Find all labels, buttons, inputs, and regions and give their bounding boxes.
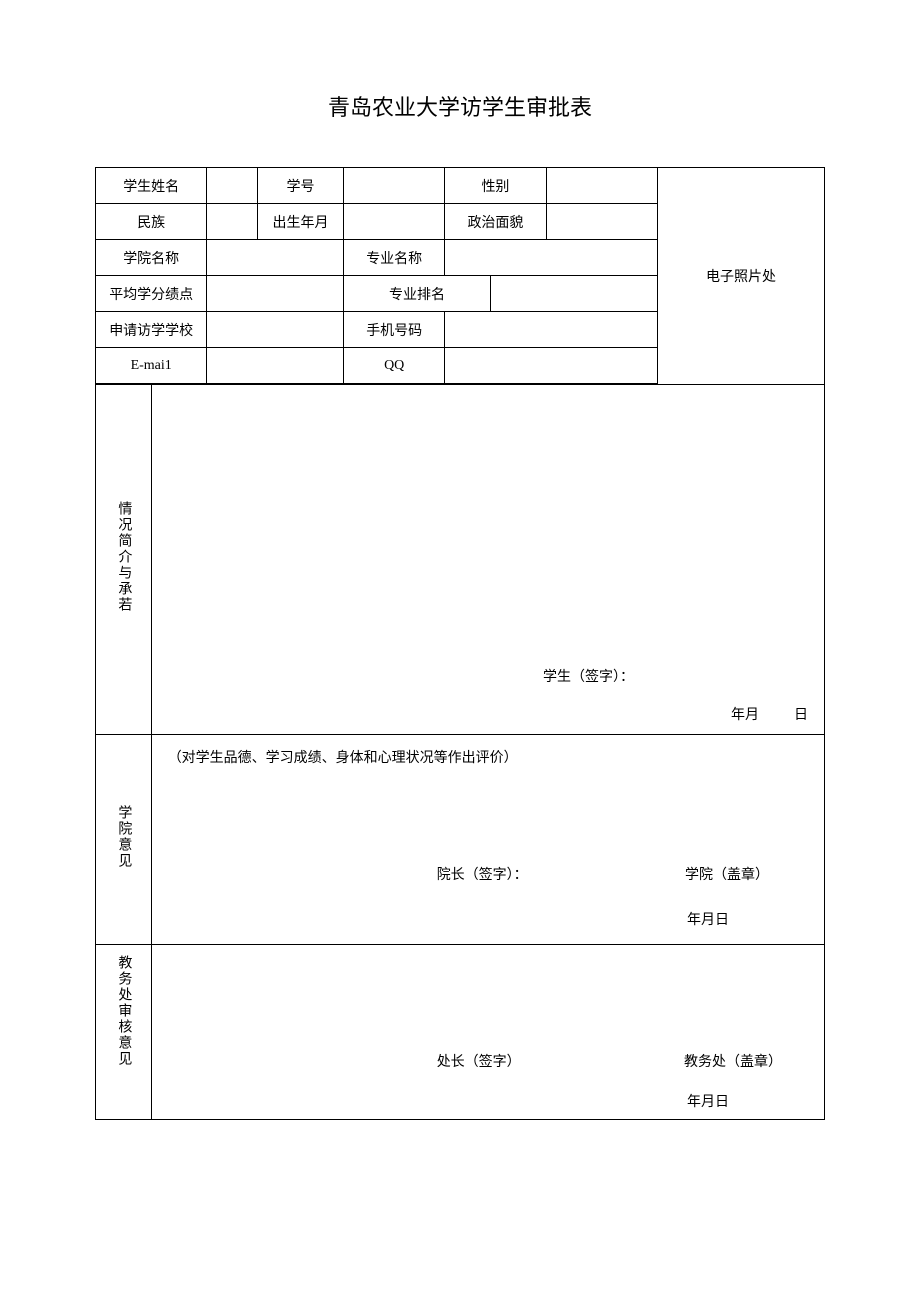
approval-form-table: 学生姓名 学号 性别 电子照片处 民族 出生年月 政治面貌 学院名称 专业名称 …: [95, 167, 825, 1120]
label-college-opinion: 学院意见: [96, 735, 152, 945]
label-major-name: 专业名称: [344, 240, 445, 276]
label-college-opinion-text: 学院意见: [113, 805, 133, 869]
value-gender: [546, 168, 657, 204]
label-intro: 情况简介与承若: [96, 385, 152, 735]
label-gender: 性别: [445, 168, 546, 204]
value-college-opinion: （对学生品德、学习成绩、身体和心理状况等作出评价） 院长（签字）： 学院（盖章）…: [151, 735, 824, 945]
label-birth-date: 出生年月: [258, 204, 344, 240]
value-student-id: [344, 168, 445, 204]
date-ymd-1: 年月 日: [731, 704, 808, 724]
value-student-name: [207, 168, 258, 204]
label-political-status: 政治面貌: [445, 204, 546, 240]
value-gpa: [207, 276, 344, 312]
label-college-name: 学院名称: [96, 240, 207, 276]
label-phone: 手机号码: [344, 312, 445, 348]
page-title: 青岛农业大学访学生审批表: [95, 90, 825, 122]
director-sign-label: 处长（签字）: [437, 1051, 521, 1071]
label-apply-school: 申请访学学校: [96, 312, 207, 348]
value-intro: 学生（签字）： 年月 日: [151, 385, 824, 735]
label-email: E-mai1: [96, 348, 207, 384]
value-phone: [445, 312, 658, 348]
value-ethnicity: [207, 204, 258, 240]
value-birth-date: [344, 204, 445, 240]
label-office-opinion: 教务处审核意见: [96, 945, 152, 1120]
value-email: [207, 348, 344, 384]
value-major-rank: [490, 276, 657, 312]
label-ethnicity: 民族: [96, 204, 207, 240]
label-student-id: 学号: [258, 168, 344, 204]
label-qq: QQ: [344, 348, 445, 384]
date-ymd-2: 年月日: [687, 909, 729, 929]
value-college-name: [207, 240, 344, 276]
photo-placeholder: 电子照片处: [657, 168, 824, 385]
label-gpa: 平均学分绩点: [96, 276, 207, 312]
value-qq: [445, 348, 658, 384]
date-ymd-3: 年月日: [687, 1091, 729, 1111]
value-apply-school: [207, 312, 344, 348]
dean-sign-label: 院长（签字）：: [437, 864, 528, 884]
college-seal-label: 学院（盖章）: [685, 864, 769, 884]
office-seal-label: 教务处（盖章）: [684, 1051, 782, 1071]
label-intro-text: 情况简介与承若: [113, 501, 133, 613]
label-major-rank: 专业排名: [344, 276, 491, 312]
value-major-name: [445, 240, 658, 276]
label-office-opinion-text: 教务处审核意见: [113, 955, 133, 1067]
value-office-opinion: 处长（签字） 教务处（盖章） 年月日: [151, 945, 824, 1120]
student-sign-label: 学生（签字）：: [543, 666, 634, 686]
college-note: （对学生品德、学习成绩、身体和心理状况等作出评价）: [168, 747, 808, 767]
label-student-name: 学生姓名: [96, 168, 207, 204]
value-political-status: [546, 204, 657, 240]
